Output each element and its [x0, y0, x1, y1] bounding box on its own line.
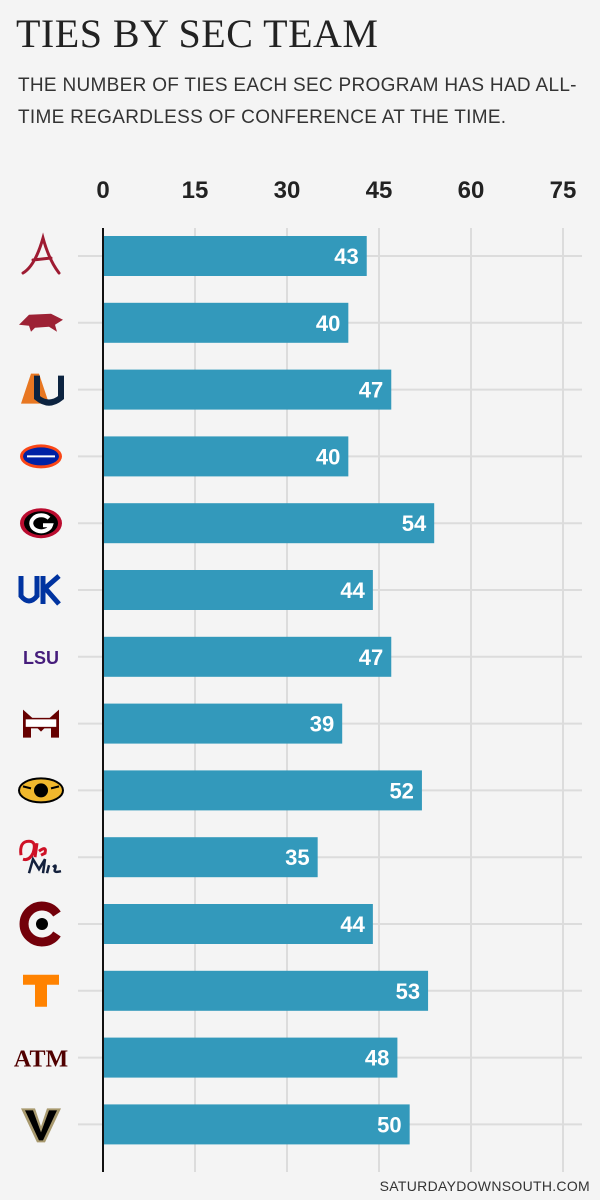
bar — [103, 636, 392, 677]
georgia-g-logo — [20, 508, 62, 539]
ole-miss-script-logo — [19, 839, 62, 874]
bar — [103, 570, 373, 610]
bar — [103, 503, 435, 544]
bar-value-label: 52 — [389, 778, 413, 803]
bar — [103, 1037, 398, 1078]
bar-value-label: 40 — [316, 311, 340, 336]
bar-value-label: 40 — [316, 444, 340, 469]
bar — [103, 369, 392, 410]
bar-value-label: 47 — [359, 645, 383, 670]
bar-value-label: 47 — [359, 378, 383, 403]
bar-value-label: 53 — [396, 979, 420, 1004]
lsu-logo: LSU — [23, 648, 59, 668]
chart-subtitle: THE NUMBER OF TIES EACH SEC PROGRAM HAS … — [18, 75, 577, 128]
bar-value-label: 44 — [340, 912, 365, 937]
bar-value-label: 54 — [402, 511, 427, 536]
bar-value-label: 48 — [365, 1046, 389, 1071]
x-tick-label: 45 — [366, 177, 393, 204]
svg-text:ATM: ATM — [14, 1047, 68, 1073]
bar-value-label: 39 — [310, 712, 334, 737]
bar — [103, 236, 367, 276]
vanderbilt-v-logo — [21, 1108, 61, 1143]
florida-gator-logo — [20, 444, 62, 469]
alabama-script-a-logo — [21, 232, 61, 275]
bar — [103, 770, 422, 811]
bar — [103, 970, 429, 1011]
bar — [103, 436, 349, 477]
bar — [103, 302, 349, 343]
bar-value-label: 44 — [340, 578, 365, 603]
auburn-au-logo — [21, 373, 64, 406]
bar — [103, 904, 373, 944]
south-carolina-c-logo — [19, 901, 61, 947]
mississippi-state-m-logo — [23, 709, 59, 738]
x-tick-label: 0 — [96, 177, 109, 204]
bar-value-label: 43 — [334, 244, 358, 269]
bar — [103, 703, 343, 744]
x-tick-label: 15 — [182, 177, 209, 204]
bar-value-label: 50 — [377, 1112, 401, 1137]
arkansas-razorback-logo — [19, 313, 63, 332]
chart-title: TIES BY SEC TEAM — [16, 11, 379, 56]
x-tick-label: 60 — [458, 177, 485, 204]
bar — [103, 1104, 410, 1145]
source-credit: SATURDAYDOWNSOUTH.COM — [379, 1178, 590, 1194]
kentucky-uk-logo — [18, 574, 61, 606]
x-tick-label: 30 — [274, 177, 301, 204]
x-tick-label: 75 — [550, 177, 577, 204]
bar-value-label: 35 — [285, 845, 309, 870]
svg-text:LSU: LSU — [23, 648, 59, 668]
bar — [103, 837, 318, 878]
missouri-tiger-logo — [18, 777, 64, 804]
texas-am-atm-logo: ATM — [14, 1047, 68, 1073]
tennessee-t-logo — [23, 974, 59, 1007]
